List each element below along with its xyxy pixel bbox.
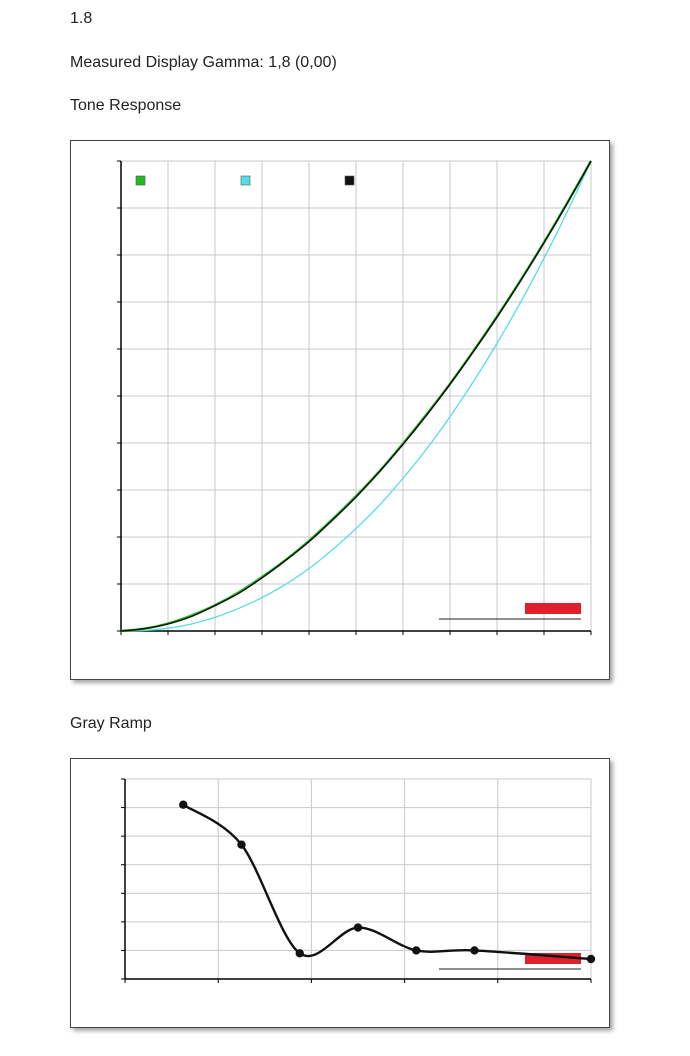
data-point — [179, 800, 188, 809]
legend-item — [344, 175, 355, 186]
tone-response-chart — [70, 140, 610, 680]
data-point — [586, 954, 596, 964]
top-value: 1.8 — [70, 10, 93, 27]
tone-response-heading: Tone Response — [70, 97, 182, 114]
legend-swatch — [135, 175, 146, 186]
datacolor-logo — [439, 603, 581, 620]
gridlines — [120, 160, 592, 632]
legend-item — [135, 175, 146, 186]
brand-red-bar — [525, 603, 581, 614]
data-point — [470, 946, 479, 955]
legend-swatch — [344, 175, 355, 186]
data-point — [353, 923, 363, 932]
gray-ramp-plot — [121, 778, 596, 983]
data-point — [295, 949, 304, 958]
tone-response-plot — [117, 160, 593, 635]
data-point — [237, 840, 246, 849]
series-line-kelvin — [182, 803, 592, 961]
data-point — [412, 946, 421, 955]
gray-ramp-chart — [70, 758, 610, 1028]
series-line-gamma-2-2 — [120, 160, 592, 632]
gray-ramp-heading: Gray Ramp — [70, 715, 152, 732]
gridlines — [124, 778, 592, 980]
series-line-measured — [120, 160, 592, 632]
legend-item — [240, 175, 251, 186]
datacolor-logo — [439, 953, 581, 970]
measured-gamma-text: Measured Display Gamma: 1,8 (0,00) — [70, 54, 337, 71]
brand-red-bar — [525, 953, 581, 964]
legend-swatch — [240, 175, 251, 186]
